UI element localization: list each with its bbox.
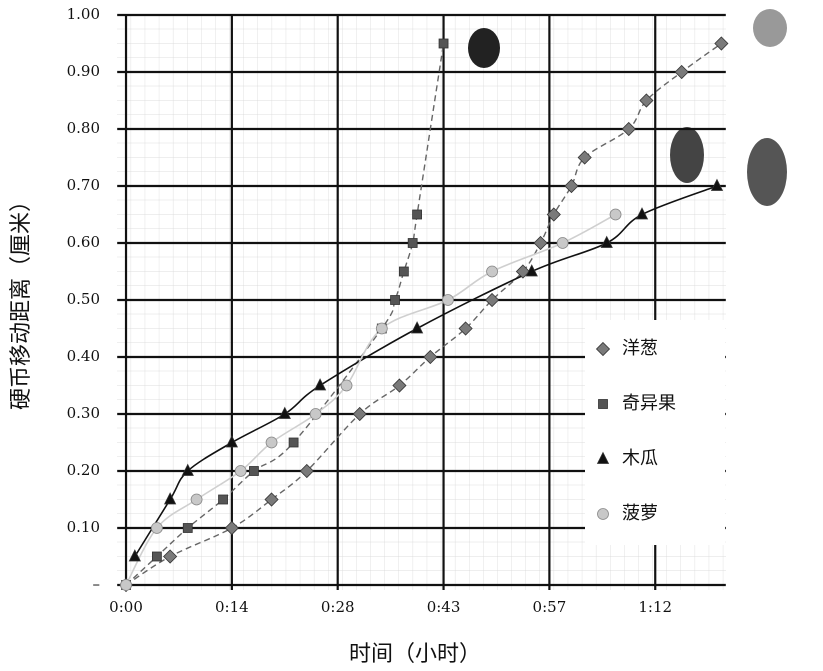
y-tick-label: 0.80: [67, 119, 100, 137]
diamond-marker: [577, 150, 592, 165]
diamond-marker: [163, 549, 178, 564]
triangle-marker: [225, 435, 239, 448]
diamond-marker: [299, 463, 314, 479]
circle-marker: [375, 322, 388, 335]
circle-marker: [265, 436, 278, 449]
square-marker: [390, 295, 400, 305]
square-marker: [598, 399, 608, 409]
triangle-marker: [313, 378, 327, 391]
circle-marker: [486, 265, 498, 278]
y-tick-label: 0.20: [67, 461, 100, 479]
y-tick-label: 1.00: [67, 5, 100, 23]
series-line: [134, 185, 718, 557]
series-line: [125, 213, 616, 586]
x-tick-label: 0:57: [533, 598, 567, 616]
triangle-marker: [635, 207, 649, 220]
circle-marker: [150, 522, 163, 534]
diamond-marker: [224, 520, 239, 536]
legend-label: 菠萝: [622, 503, 658, 524]
square-marker: [438, 38, 449, 49]
y-axis-title: 硬币移动距离（厘米）: [9, 190, 34, 410]
y-tick-label: 0.90: [67, 62, 100, 80]
pineapple-icon: [670, 127, 704, 183]
y-tick-label: –: [93, 575, 101, 593]
onion-icon: [753, 9, 787, 47]
diamond-marker: [595, 341, 611, 357]
triangle-marker: [278, 406, 291, 419]
diamond-marker: [621, 121, 636, 137]
x-tick-label: 0:28: [321, 598, 355, 616]
diamond-marker: [639, 93, 654, 108]
kiwi-icon: [468, 28, 500, 68]
square-marker: [398, 266, 409, 277]
y-tick-label: 0.60: [67, 233, 100, 251]
circle-marker: [609, 208, 622, 221]
diamond-marker: [714, 36, 729, 51]
diamond-marker: [484, 292, 500, 308]
x-tick-label: 1:12: [638, 598, 672, 616]
triangle-marker: [710, 178, 724, 191]
legend-box: [585, 320, 725, 545]
square-marker: [249, 466, 259, 476]
papaya-icon: [747, 138, 787, 206]
square-marker: [288, 437, 299, 448]
circle-marker: [190, 493, 203, 506]
circle-marker: [340, 379, 353, 392]
square-marker: [412, 209, 422, 220]
y-tick-label: 0.70: [67, 176, 100, 194]
square-marker: [407, 238, 418, 248]
diamond-marker: [533, 235, 548, 251]
diamond-marker: [546, 207, 561, 222]
triangle-marker: [128, 549, 141, 562]
circle-marker: [442, 294, 454, 306]
legend-label: 奇异果: [622, 393, 676, 414]
y-tick-label: 0.30: [67, 404, 100, 422]
triangle-marker: [596, 451, 610, 464]
triangle-marker: [163, 492, 177, 505]
triangle-marker: [181, 463, 194, 476]
y-tick-label: 0.50: [67, 290, 100, 308]
y-tick-label: 0.10: [67, 518, 100, 536]
legend-label: 洋葱: [622, 338, 658, 359]
diamond-marker: [352, 406, 367, 422]
diamond-marker: [264, 492, 279, 507]
x-tick-label: 0:14: [215, 598, 249, 616]
square-marker: [151, 551, 162, 562]
diamond-marker: [515, 264, 530, 279]
diamond-marker: [564, 178, 579, 194]
circle-marker: [120, 579, 132, 591]
x-tick-label: 0:00: [109, 598, 143, 616]
circle-marker: [234, 465, 247, 477]
diamond-marker: [392, 378, 407, 393]
x-tick-label: 0:43: [427, 598, 461, 616]
square-marker: [182, 523, 193, 533]
circle-marker: [556, 237, 569, 249]
circle-marker: [309, 408, 322, 420]
triangle-marker: [525, 264, 538, 277]
diamond-marker: [458, 321, 473, 336]
diamond-marker: [423, 349, 438, 365]
triangle-marker: [410, 321, 424, 334]
legend-label: 木瓜: [622, 448, 658, 469]
square-marker: [218, 494, 228, 505]
circle-marker: [597, 508, 609, 520]
diamond-marker: [674, 64, 689, 80]
x-axis-title: 时间（小时）: [349, 642, 481, 667]
y-tick-label: 0.40: [67, 347, 100, 365]
triangle-marker: [600, 235, 613, 248]
